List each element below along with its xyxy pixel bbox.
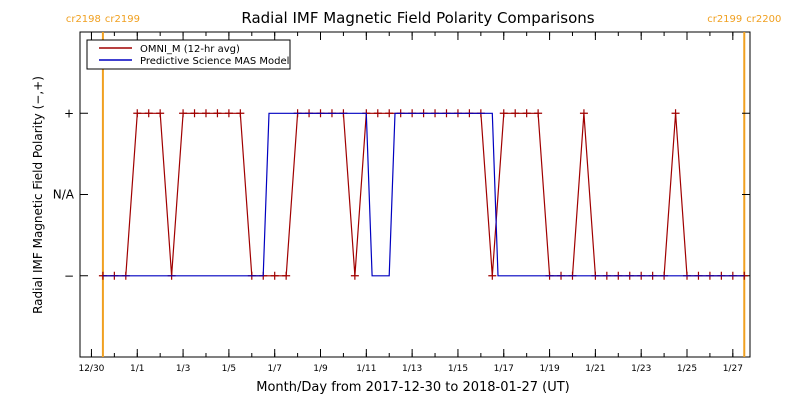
x-tick-label: 1/17: [494, 364, 514, 374]
omni-point-marker: [270, 271, 279, 280]
omni-point-marker: [179, 109, 188, 118]
x-tick-label: 12/30: [78, 364, 104, 374]
x-axis: 12/30 1/1 1/3 1/5 1/7 1/9 1/11 1/13 1/15 1/17 1/19…: [78, 32, 743, 374]
omni-point-marker: [236, 109, 245, 118]
omni-point-marker: [534, 109, 543, 118]
x-tick-label: 1/21: [585, 364, 605, 374]
y-tick-label: N/A: [53, 188, 75, 202]
omni-point-marker: [373, 109, 382, 118]
omni-point-marker: [511, 109, 520, 118]
rotation-marker-lines: [101, 32, 746, 357]
x-tick-label: 1/27: [723, 364, 743, 374]
omni-point-marker: [671, 109, 680, 118]
plot-frame: [79, 31, 751, 358]
x-tick-label: 1/15: [448, 364, 468, 374]
x-tick-label: 1/25: [677, 364, 697, 374]
omni-point-marker: [156, 109, 165, 118]
series-layer: [98, 109, 749, 280]
omni-point-marker: [213, 109, 222, 118]
omni-point-marker: [499, 109, 508, 118]
omni-point-marker: [488, 271, 497, 280]
x-tick-label: 1/11: [356, 364, 376, 374]
omni-point-marker: [224, 109, 233, 118]
omni-point-marker: [201, 109, 210, 118]
rotation-label-right: cr2200: [746, 14, 781, 25]
y-axis-label: Radial IMF Magnetic Field Polarity (−,+): [31, 76, 45, 314]
x-tick-label: 1/9: [313, 364, 328, 374]
omni-point-marker: [144, 109, 153, 118]
x-tick-label: 1/3: [176, 364, 190, 374]
rotation-labels: cr2198 cr2199 cr2199 cr2200: [66, 14, 781, 25]
y-axis: − N/A +: [53, 106, 750, 283]
omni-point-marker: [579, 109, 588, 118]
mas-series-line: [102, 112, 745, 277]
x-tick-label: 1/1: [130, 364, 144, 374]
omni-point-marker: [190, 109, 199, 118]
omni-point-marker: [522, 109, 531, 118]
y-tick-label: +: [64, 106, 74, 120]
omni-point-marker: [385, 109, 394, 118]
omni-point-marker: [282, 271, 291, 280]
legend: OMNI_M (12-hr avg) Predictive Science MA…: [86, 39, 291, 70]
legend-label-mas: Predictive Science MAS Model: [140, 56, 289, 67]
legend-box: [86, 39, 291, 70]
omni-point-marker: [133, 109, 142, 118]
omni-series-line: [102, 112, 745, 277]
rotation-label-right: cr2199: [105, 14, 140, 25]
x-tick-label: 1/5: [222, 364, 236, 374]
x-tick-label: 1/13: [402, 364, 422, 374]
x-tick-label: 1/19: [539, 364, 559, 374]
omni-point-marker: [350, 271, 359, 280]
legend-label-omni: OMNI_M (12-hr avg): [140, 44, 240, 55]
x-tick-label: 1/23: [631, 364, 651, 374]
rotation-label-left: cr2198: [66, 14, 101, 25]
x-tick-label: 1/7: [267, 364, 281, 374]
y-tick-label: −: [64, 269, 74, 283]
x-axis-label: Month/Day from 2017-12-30 to 2018-01-27 …: [256, 380, 569, 395]
rotation-label-left: cr2199: [707, 14, 742, 25]
chart-title: Radial IMF Magnetic Field Polarity Compa…: [241, 9, 594, 27]
